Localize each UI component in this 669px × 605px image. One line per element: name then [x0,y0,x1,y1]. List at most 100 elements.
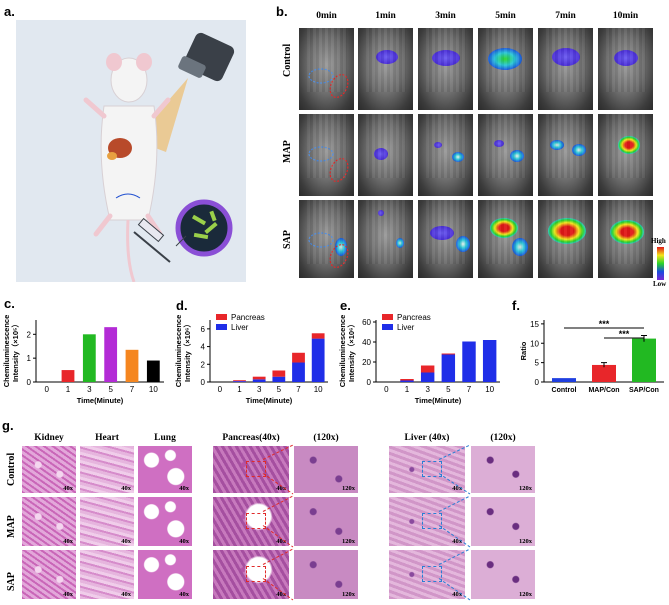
magnification-label: 40x [179,591,189,598]
bar [61,370,75,382]
time-header: 3min [435,11,456,21]
fluorescence-image [417,113,474,197]
bar-segment [233,381,246,382]
histology-column-header: (120x) [313,433,339,443]
magnification-label: 40x [63,538,73,545]
mouse-schematic-illustration [83,32,235,283]
fluorescence-image [357,27,414,111]
histology-column-header: Liver (40x) [404,433,450,443]
x-tick-label: 7 [296,385,301,394]
histology-image: 40x [79,445,135,494]
y-tick-label: 20 [362,358,371,367]
magnification-label: 40x [63,591,73,598]
x-tick-label: Control [552,387,577,394]
histology-column-header: Kidney [34,433,64,443]
chart-e: 0 20 40 60 Chemiluminescence Intensity（×10⁶） T… [338,313,500,405]
legend-label: Liver [231,323,249,332]
magnification-label: 40x [452,485,462,492]
magnification-label: 120x [342,591,355,598]
significance-stars: *** [599,319,610,329]
magnification-label: 40x [121,485,131,492]
histology-image: 40x [21,549,77,600]
nanoparticle-rods [191,210,218,240]
y-tick-label: 60 [362,318,371,327]
y-tick-label: 0 [27,378,32,387]
zoom-connector [438,578,471,601]
zoom-connector [438,525,471,548]
histology-image: 40x [388,445,466,494]
nanoparticle-circle-icon [175,199,233,257]
histology-column-header: (120x) [490,433,516,443]
legend-swatch [382,314,393,320]
y-axis-label: Ratio [519,341,528,360]
bar [552,378,576,382]
y-axis-label: Chemiluminescence [2,315,11,388]
magnification-label: 40x [276,485,286,492]
x-tick-label: 5 [446,385,451,394]
y-tick-label: 15 [530,320,539,329]
fluorescence-image [298,199,355,279]
magnification-label: 120x [342,538,355,545]
histology-image: 40x [79,549,135,600]
bar-segment [441,353,456,355]
syringe-icon [133,217,171,263]
histology-image: 120x [293,445,359,494]
chart-d: 0 2 4 6 Chemiluminescence Intensity（×10⁶） Time… [174,313,328,405]
panel-label-e: e. [340,298,351,313]
bar [104,327,118,382]
x-tick-label: 7 [467,385,472,394]
x-tick-label: MAP/Con [588,387,619,394]
legend-label: Pancreas [231,313,265,322]
zoom-connector [438,444,471,460]
histology-image: 40x [212,549,290,600]
magnification-label: 120x [519,485,532,492]
fluorescence-image [298,113,355,197]
camera-icon [178,32,235,82]
magnification-label: 40x [63,485,73,492]
bar [82,334,96,382]
histology-image: 120x [293,496,359,547]
significance-stars: *** [619,329,630,339]
x-tick-label: 10 [149,385,158,394]
chart-c: 0 1 2 Chemiluminescence Intensity（×10⁵） Time(… [2,315,164,405]
time-header: 1min [375,11,396,21]
legend-swatch [382,324,393,330]
histology-image: 120x [470,445,536,494]
x-tick-label: 1 [237,385,242,394]
bar-segment [272,370,286,377]
y-tick-label: 0 [535,378,540,387]
bar [592,364,616,382]
fluorescence-image [477,113,534,197]
histology-image: 40x [388,549,466,600]
panel-label-d: d. [176,298,188,313]
bar-segment [420,365,435,373]
bar-segment [292,362,305,382]
y-tick-label: 0 [367,378,372,387]
intensity-colorbar [657,247,664,280]
bar-segment [311,333,325,339]
bar-segment [292,352,305,363]
y-tick-label: 6 [201,325,206,334]
zoom-connector [262,578,294,601]
y-axis-label: Chemiluminescence [174,315,183,388]
panel-label-a: a. [4,4,15,19]
panel-label-b: b. [276,4,288,19]
histology-image: 40x [21,445,77,494]
x-tick-label: 3 [87,385,92,394]
magnification-label: 120x [519,591,532,598]
histology-image: 40x [21,496,77,547]
fluorescence-image [477,27,534,111]
magnification-label: 40x [452,538,462,545]
bar-segment [482,340,497,382]
y-tick-label: 10 [530,339,539,348]
magnification-label: 40x [179,538,189,545]
zoom-connector [438,473,471,495]
fluorescence-image [417,199,474,279]
zoom-connector [262,473,294,495]
fluorescence-image [357,199,414,279]
histology-image: 40x [137,445,193,494]
zoom-region-box [422,460,442,477]
y-axis-label-2: Intensity（×10⁶） [182,320,192,382]
time-header: 10min [612,11,639,21]
fluorescence-image [597,113,654,197]
